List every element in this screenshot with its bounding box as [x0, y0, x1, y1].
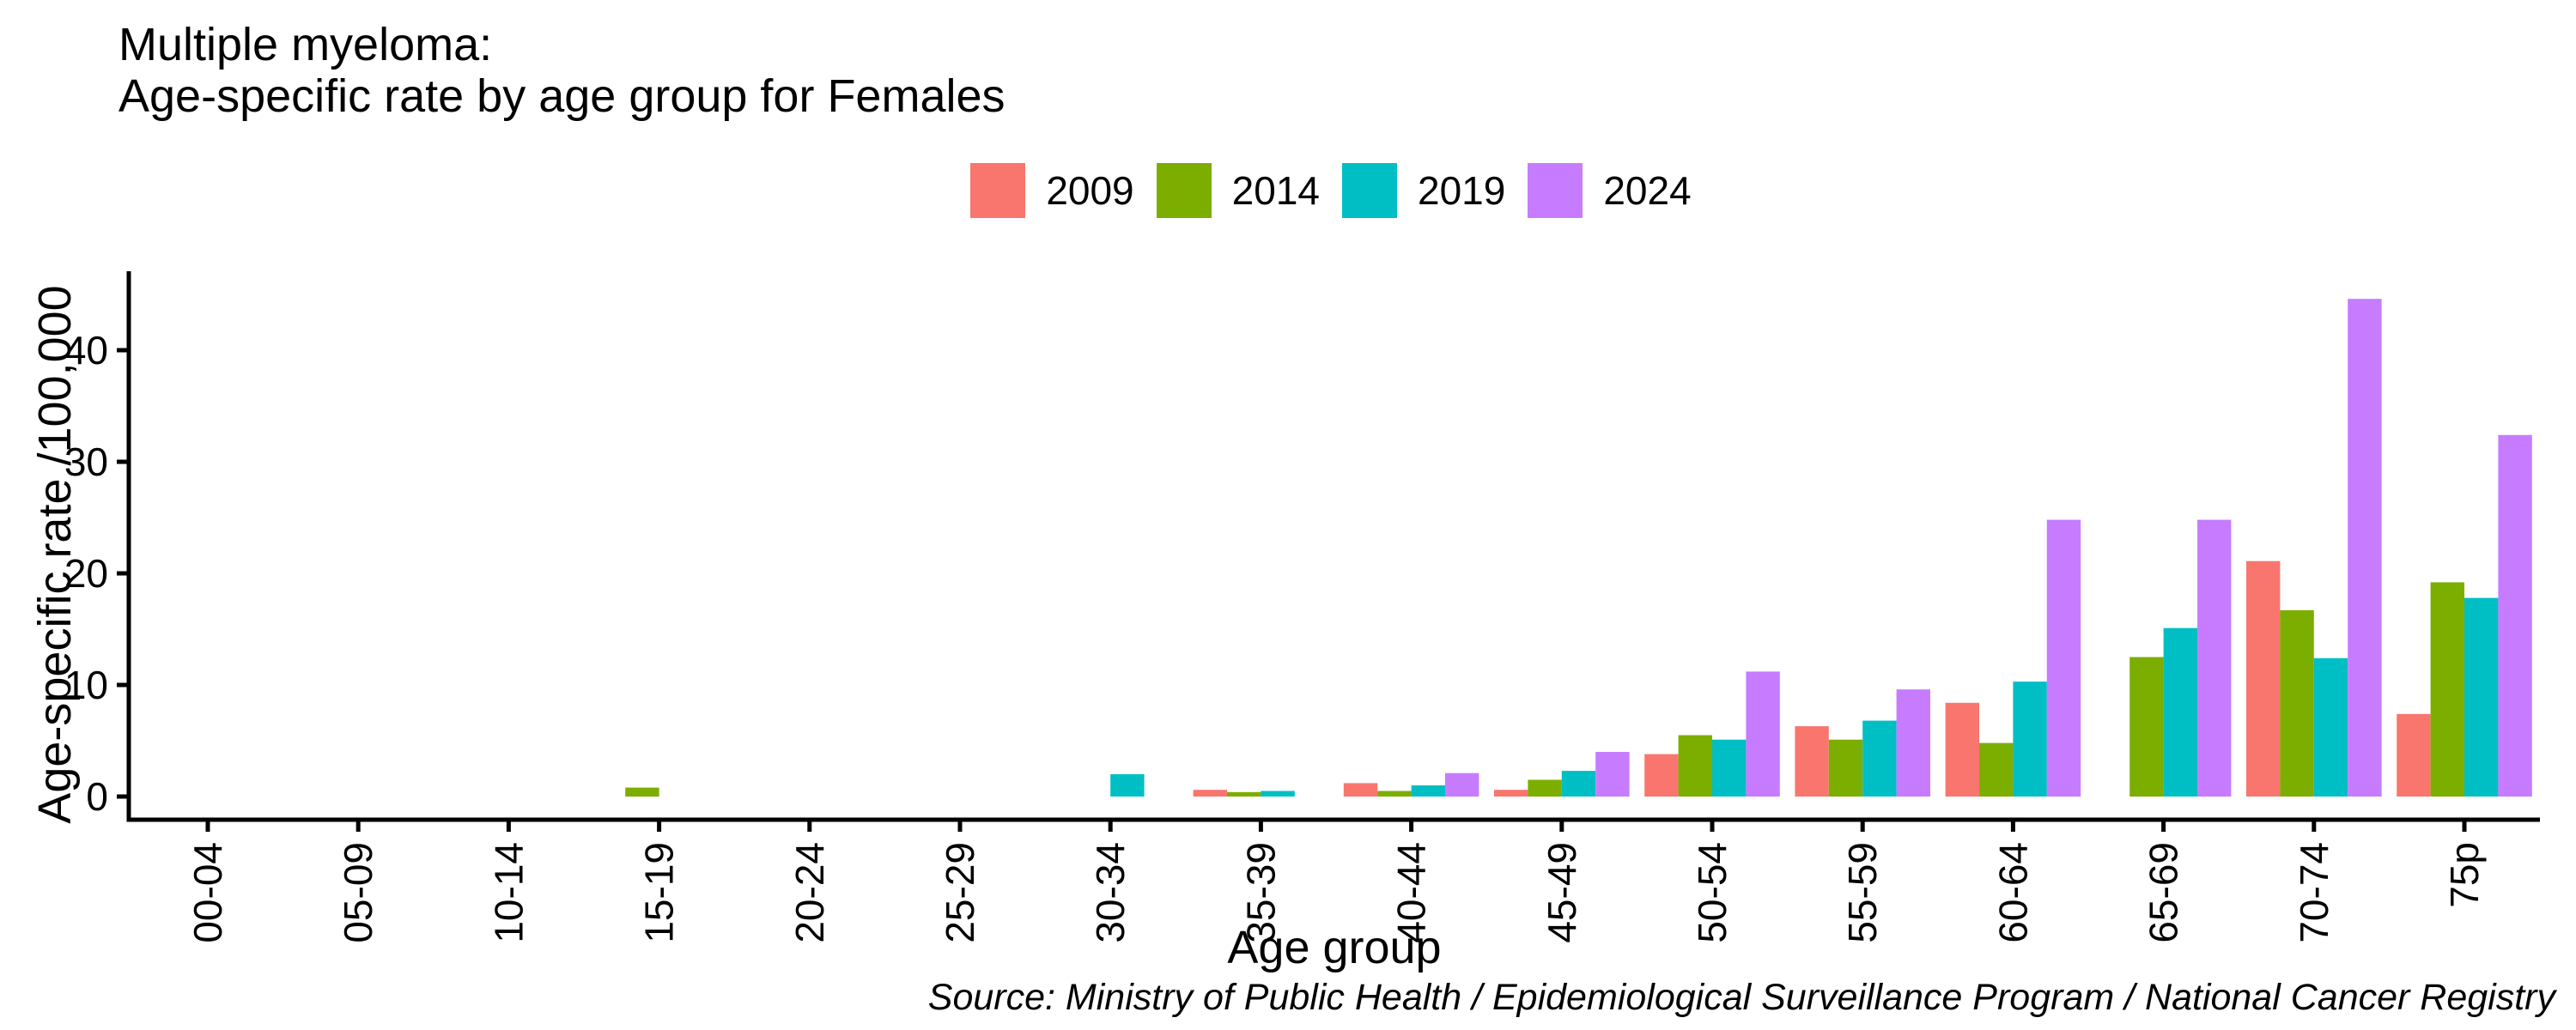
x-tick-label-40-44: 40-44: [1389, 842, 1434, 943]
bar-2019-70-74: [2313, 657, 2348, 797]
y-tick-label-0: 0: [86, 774, 108, 819]
bar-2019-50-54: [1712, 739, 1747, 797]
legend-swatch-2024: [1528, 163, 1583, 218]
legend-item-2009: 2009: [970, 163, 1134, 218]
x-tick-label-20-24: 20-24: [787, 842, 832, 943]
x-tick-label-55-59: 55-59: [1840, 842, 1885, 943]
bar-2014-40-44: [1377, 791, 1412, 797]
bar-2014-75p: [2430, 582, 2464, 797]
bar-2019-60-64: [2013, 682, 2047, 797]
bar-2019-75p: [2464, 597, 2499, 797]
x-tick-label-60-64: 60-64: [1990, 842, 2035, 943]
bar-2019-40-44: [1411, 785, 1445, 797]
bar-2009-60-64: [1945, 702, 1979, 797]
legend-label-2009: 2009: [1046, 168, 1134, 213]
x-tick-label-00-04: 00-04: [185, 842, 230, 943]
bar-2019-35-39: [1261, 791, 1295, 797]
bar-2019-65-69: [2163, 627, 2197, 797]
bar-2024-40-44: [1445, 772, 1479, 797]
bar-2009-55-59: [1795, 726, 1829, 797]
x-tick-label-35-39: 35-39: [1238, 842, 1283, 943]
bar-2024-75p: [2498, 434, 2532, 797]
chart-title-line2: Age-specific rate by age group for Femal…: [118, 70, 1005, 122]
bar-2009-50-54: [1644, 754, 1679, 797]
legend-label-2019: 2019: [1418, 168, 1506, 213]
bar-2014-65-69: [2129, 657, 2164, 797]
bar-2024-45-49: [1595, 752, 1630, 797]
legend-label-2014: 2014: [1231, 168, 1320, 213]
y-tick-label-30: 30: [64, 439, 108, 484]
bar-2024-70-74: [2348, 299, 2382, 797]
y-axis-title: Age-specific rate /100,000: [29, 285, 81, 823]
chart-title-line1: Multiple myeloma:: [118, 19, 493, 70]
bar-2014-50-54: [1678, 735, 1712, 797]
bar-2014-45-49: [1528, 779, 1562, 797]
legend-item-2024: 2024: [1528, 163, 1692, 218]
legend-label-2024: 2024: [1603, 168, 1692, 213]
bar-2019-30-34: [1110, 774, 1145, 797]
legend-swatch-2014: [1156, 163, 1212, 218]
legend: 2009 2014 2019 2024: [129, 163, 2533, 218]
bar-2009-35-39: [1193, 790, 1227, 797]
y-tick-label-10: 10: [64, 663, 108, 707]
bar-2024-65-69: [2197, 519, 2232, 797]
x-tick-label-05-09: 05-09: [336, 842, 380, 943]
legend-swatch-2009: [970, 163, 1026, 218]
x-tick-label-45-49: 45-49: [1540, 842, 1584, 943]
x-axis-title: Age group: [1227, 922, 1441, 973]
x-tick-label-70-74: 70-74: [2292, 842, 2336, 943]
bar-2009-40-44: [1343, 783, 1378, 797]
bar-2014-15-19: [625, 787, 659, 797]
bar-2014-60-64: [1979, 742, 2014, 797]
legend-item-2014: 2014: [1156, 163, 1320, 218]
x-tick-label-15-19: 15-19: [637, 842, 682, 943]
bar-2024-60-64: [2046, 519, 2081, 797]
chart-title: Multiple myeloma: Age-specific rate by ag…: [118, 19, 1005, 122]
legend-swatch-2019: [1342, 163, 1397, 218]
x-tick-label-65-69: 65-69: [2142, 842, 2186, 943]
x-tick-label-30-34: 30-34: [1088, 842, 1133, 943]
bar-2014-55-59: [1828, 739, 1863, 797]
x-tick-label-10-14: 10-14: [486, 842, 531, 943]
bar-2009-45-49: [1494, 790, 1528, 797]
bar-2019-45-49: [1561, 771, 1596, 797]
bar-2009-75p: [2397, 713, 2431, 797]
y-tick-label-20: 20: [64, 551, 108, 596]
bar-2024-55-59: [1896, 689, 1930, 797]
legend-item-2019: 2019: [1342, 163, 1505, 218]
x-tick-label-50-54: 50-54: [1690, 842, 1735, 943]
x-tick-label-25-29: 25-29: [938, 842, 982, 943]
bar-2019-55-59: [1862, 720, 1897, 797]
x-tick-label-75p: 75p: [2442, 842, 2487, 908]
bar-2024-50-54: [1746, 671, 1780, 797]
bar-2009-70-74: [2246, 560, 2281, 797]
source-attribution: Source: Ministry of Public Health / Epid…: [927, 977, 2555, 1018]
y-tick-label-40: 40: [64, 328, 108, 373]
bar-2014-35-39: [1227, 791, 1261, 797]
bar-2014-70-74: [2280, 609, 2314, 797]
